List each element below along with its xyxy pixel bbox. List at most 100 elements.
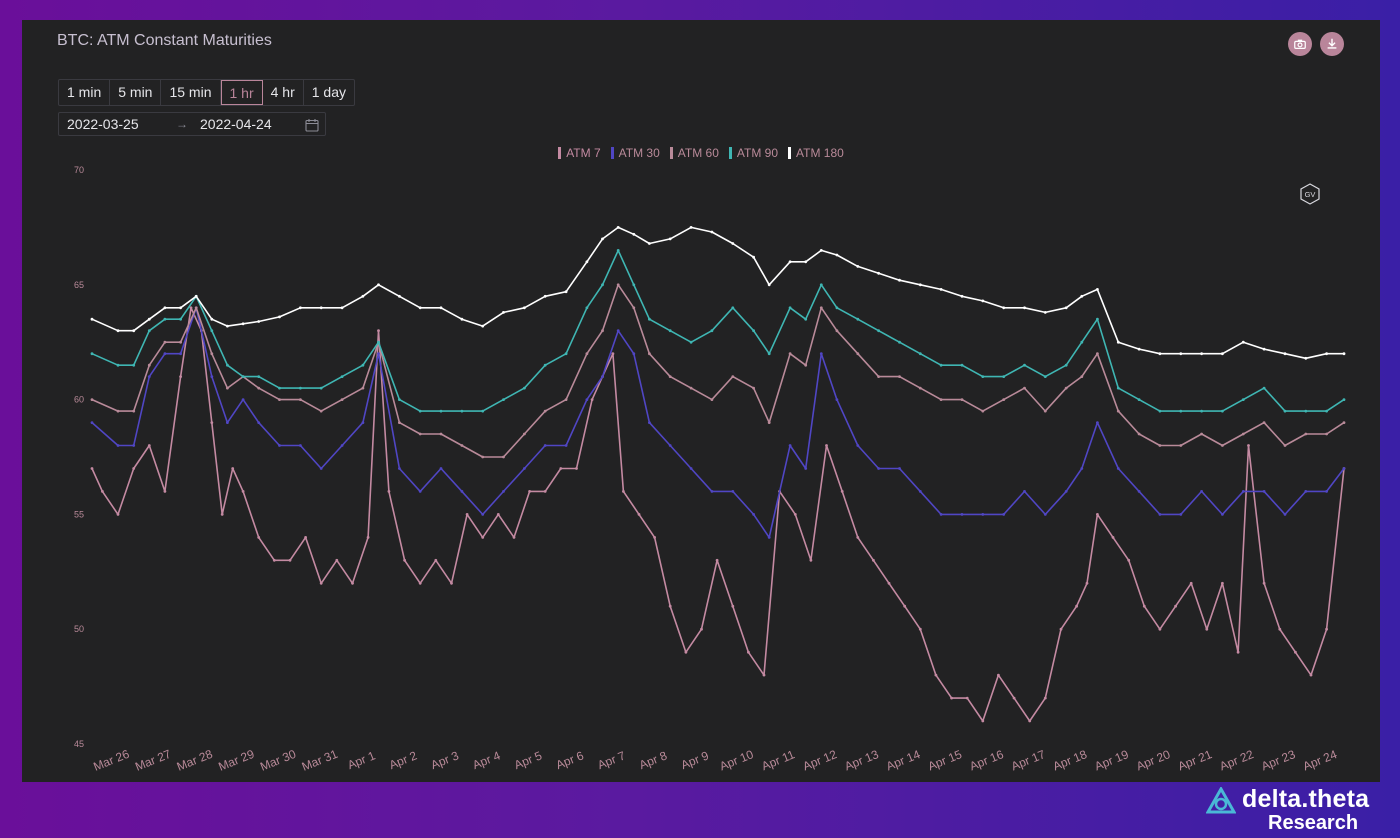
data-point bbox=[1043, 311, 1047, 314]
data-point bbox=[585, 306, 589, 310]
data-point bbox=[1262, 581, 1266, 585]
data-point bbox=[272, 558, 276, 562]
series-line-atm180 bbox=[91, 226, 1345, 360]
data-point bbox=[1142, 604, 1146, 608]
data-point bbox=[351, 581, 354, 585]
data-point bbox=[418, 490, 422, 493]
data-point bbox=[132, 467, 136, 470]
data-point bbox=[163, 490, 167, 493]
legend-item-atm30[interactable]: ATM 30 bbox=[610, 146, 660, 160]
data-point bbox=[752, 255, 755, 259]
data-point bbox=[997, 673, 1000, 677]
data-point bbox=[632, 352, 636, 356]
camera-button[interactable] bbox=[1288, 32, 1312, 56]
data-point bbox=[747, 650, 750, 654]
data-point bbox=[1325, 432, 1328, 436]
data-point bbox=[898, 467, 901, 470]
data-point bbox=[1158, 627, 1162, 631]
range-4hr-button[interactable]: 4 hr bbox=[263, 80, 304, 105]
data-point bbox=[319, 409, 323, 413]
data-point bbox=[116, 513, 120, 516]
data-point bbox=[523, 306, 526, 310]
download-button[interactable] bbox=[1320, 32, 1344, 56]
legend-item-atm90[interactable]: ATM 90 bbox=[728, 146, 778, 160]
data-point bbox=[1179, 444, 1183, 447]
data-point bbox=[101, 490, 104, 493]
start-date-input[interactable] bbox=[67, 116, 177, 132]
delta-theta-logo: delta.theta Research bbox=[1206, 785, 1396, 835]
range-1min-button[interactable]: 1 min bbox=[59, 80, 111, 105]
data-point bbox=[418, 432, 422, 436]
data-point bbox=[788, 260, 792, 264]
legend-label: ATM 30 bbox=[618, 146, 660, 160]
data-point bbox=[1304, 490, 1308, 493]
data-point bbox=[377, 283, 380, 287]
x-tick-label: Apr 18 bbox=[1051, 747, 1089, 773]
data-point bbox=[460, 409, 464, 413]
data-point bbox=[366, 536, 370, 539]
data-point bbox=[1043, 375, 1047, 378]
x-tick-label: Apr 11 bbox=[760, 747, 798, 773]
data-point bbox=[939, 288, 943, 291]
data-point bbox=[939, 513, 943, 516]
data-point bbox=[809, 558, 813, 562]
data-point bbox=[132, 444, 136, 447]
data-point bbox=[220, 513, 224, 516]
data-point bbox=[210, 375, 214, 378]
data-point bbox=[877, 271, 880, 275]
data-point bbox=[1080, 467, 1084, 470]
end-date-input[interactable] bbox=[200, 116, 310, 132]
data-point bbox=[1325, 490, 1328, 493]
data-point bbox=[632, 232, 636, 236]
data-point bbox=[918, 283, 922, 287]
data-point bbox=[793, 513, 797, 516]
data-point bbox=[147, 375, 151, 378]
data-point bbox=[648, 352, 651, 356]
calendar-icon[interactable] bbox=[305, 118, 319, 132]
data-point bbox=[653, 536, 656, 539]
data-point bbox=[1158, 444, 1162, 447]
data-point bbox=[648, 421, 651, 424]
data-point bbox=[1075, 604, 1078, 608]
range-5min-button[interactable]: 5 min bbox=[110, 80, 162, 105]
legend-swatch bbox=[728, 147, 732, 159]
data-point bbox=[90, 317, 94, 321]
legend-item-atm7[interactable]: ATM 7 bbox=[558, 146, 601, 160]
data-point bbox=[668, 329, 672, 333]
range-1hr-button[interactable]: 1 hr bbox=[220, 80, 263, 105]
series-line-atm7 bbox=[91, 306, 1345, 722]
data-point bbox=[575, 467, 578, 470]
data-point bbox=[689, 340, 693, 344]
data-point bbox=[226, 421, 229, 424]
data-point bbox=[877, 375, 880, 378]
data-point bbox=[1002, 375, 1006, 378]
data-point bbox=[226, 363, 229, 367]
legend-item-atm180[interactable]: ATM 180 bbox=[788, 146, 844, 160]
x-tick-label: Apr 21 bbox=[1176, 747, 1214, 773]
data-point bbox=[226, 386, 229, 390]
data-point bbox=[1247, 444, 1250, 447]
gv-hexagon-icon: GV bbox=[1300, 183, 1320, 205]
data-point bbox=[147, 363, 151, 367]
data-point bbox=[611, 352, 615, 356]
data-point bbox=[1096, 421, 1099, 424]
data-point bbox=[1200, 432, 1203, 436]
data-point bbox=[439, 409, 443, 413]
data-point bbox=[1221, 409, 1224, 413]
data-point bbox=[434, 558, 438, 562]
data-point bbox=[543, 444, 547, 447]
range-1day-button[interactable]: 1 day bbox=[311, 84, 346, 100]
legend-item-atm60[interactable]: ATM 60 bbox=[669, 146, 719, 160]
data-point bbox=[762, 673, 766, 677]
data-point bbox=[887, 581, 891, 585]
data-point bbox=[564, 352, 568, 356]
data-point bbox=[226, 324, 229, 328]
data-point bbox=[898, 375, 901, 378]
data-point bbox=[856, 444, 860, 447]
data-point bbox=[601, 329, 604, 333]
data-point bbox=[1262, 347, 1266, 351]
data-point bbox=[1342, 352, 1346, 356]
data-point bbox=[179, 375, 183, 378]
range-15min-button[interactable]: 15 min bbox=[161, 80, 221, 105]
